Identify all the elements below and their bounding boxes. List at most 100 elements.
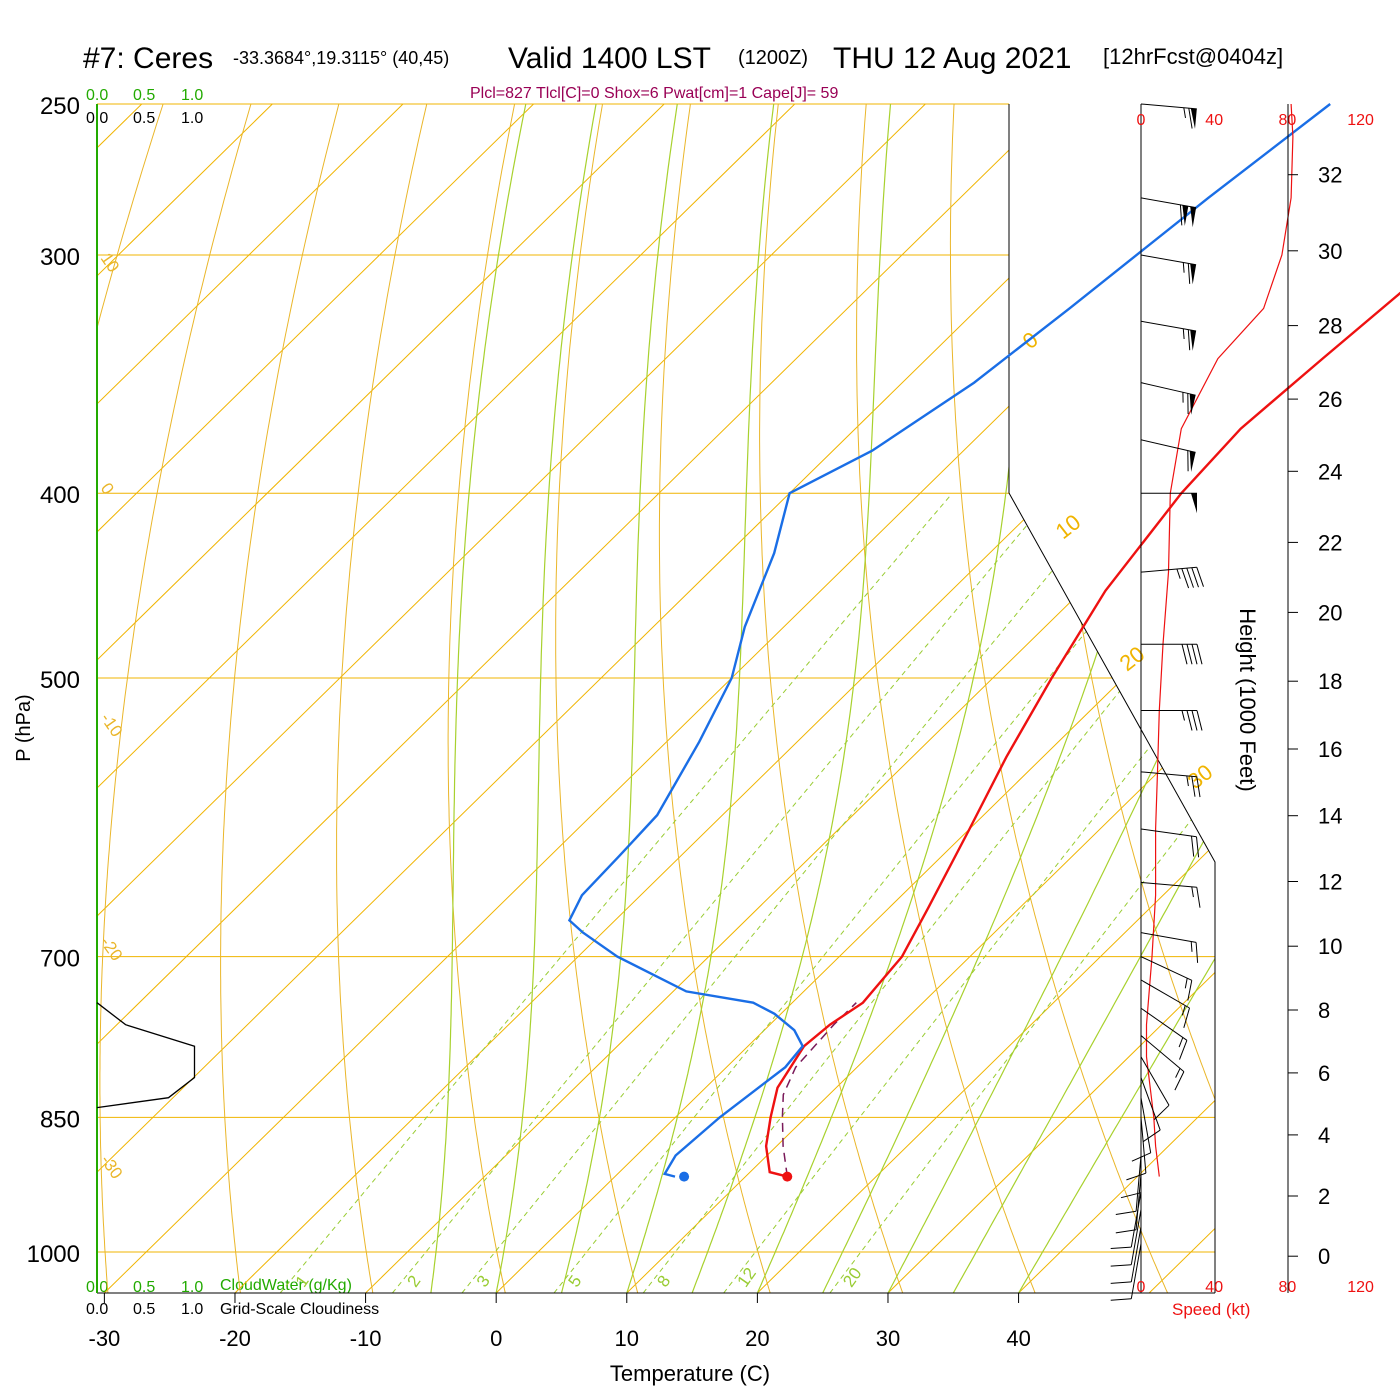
wind-barb-half <box>1190 941 1193 952</box>
wind-barb-flag <box>1191 710 1198 731</box>
pressure-label: 700 <box>40 946 80 973</box>
wind-barb <box>1140 979 1190 1028</box>
wind-barb-half <box>1191 886 1194 898</box>
sounding-profiles <box>567 103 1400 1182</box>
wind-barb-half <box>1186 775 1189 787</box>
wind-barb-flag <box>1126 1172 1147 1181</box>
mixing-ratio-label: 3 <box>473 1272 494 1291</box>
height-tick-label: 4 <box>1318 1123 1330 1148</box>
dry-adiabat-line <box>658 104 771 1293</box>
wind-barb-pennant <box>1190 263 1197 285</box>
x-tick-label: 40 <box>1006 1326 1030 1351</box>
mixing-ratio-label: 20 <box>839 1264 865 1290</box>
wind-barb-flag <box>1191 644 1198 665</box>
wind-barb-flag <box>1153 1104 1170 1120</box>
wind-barb-flag <box>1187 263 1191 284</box>
moist-adiabat-line <box>756 104 1036 1293</box>
wind-barb <box>1115 1173 1142 1234</box>
height-tick-label: 0 <box>1318 1244 1330 1269</box>
isotherm-label: 30 <box>1183 759 1218 794</box>
title-coords: -33.3684°,19.3115° (40,45) <box>233 48 449 68</box>
wind-barb-half <box>1175 1068 1181 1078</box>
x-tick-label: 10 <box>615 1326 639 1351</box>
cloud-scale-top: 0.0 0.5 1.0 0.0 0.5 1.0 <box>86 87 203 127</box>
wind-barb-staff <box>1140 254 1197 266</box>
thermo-background <box>97 104 1215 1293</box>
speed-tick-top: 80 <box>1279 112 1297 129</box>
mixing-ratio-line <box>723 494 1215 1293</box>
isotherm-line <box>626 104 1215 1293</box>
x-tick-label: 0 <box>490 1326 502 1351</box>
surface-dewpoint-dot <box>679 1171 690 1182</box>
pressure-label: 400 <box>40 482 80 509</box>
wind-barb-staff <box>1135 1155 1142 1212</box>
cloud-scale-bottom-green-2: 1.0 <box>181 1279 203 1296</box>
wind-barb-staff <box>1140 566 1197 573</box>
speed-tick-top: 0 <box>1137 112 1146 129</box>
height-axis-title: Height (1000 Feet) <box>1235 608 1260 791</box>
wind-barb-flag <box>1191 776 1196 797</box>
wind-barb <box>1140 566 1204 589</box>
height-tick-label: 18 <box>1318 669 1342 694</box>
mixing-ratio-label: 8 <box>653 1272 674 1291</box>
wind-barb-staff <box>1140 881 1197 888</box>
wind-barb-staff <box>1130 1243 1142 1299</box>
wind-barb <box>1140 1077 1161 1143</box>
moist-adiabat-line <box>887 104 1215 1293</box>
x-tick-label: 20 <box>745 1326 769 1351</box>
title-valid: Valid 1400 LST <box>508 42 711 75</box>
mixing-ratio-line <box>553 494 1199 1293</box>
isotherm-line <box>365 104 1215 1293</box>
height-tick-label: 14 <box>1318 804 1342 829</box>
cloud-scale-top-black-1: 0.5 <box>133 110 155 127</box>
dry-adiabat-line <box>949 104 1169 1293</box>
wind-barb-staff <box>1140 956 1193 981</box>
moist-adiabat-line <box>626 104 776 1293</box>
wind-barb-pennant <box>1190 108 1197 129</box>
isotherm-line <box>97 104 404 1293</box>
dry-adiabat-line <box>1040 104 1215 1293</box>
dry-adiabat-line <box>447 104 516 1293</box>
height-tick-label: 24 <box>1318 459 1342 484</box>
wind-barb-flag <box>1179 1040 1188 1060</box>
wind-barb-pennant <box>1189 451 1196 472</box>
wind-barb-flag <box>1115 1229 1137 1234</box>
height-tick-label: 20 <box>1318 600 1342 625</box>
title-utc: (1200Z) <box>738 47 808 69</box>
cloudiness-profile <box>96 1002 196 1109</box>
isotherm-line <box>97 104 796 1293</box>
height-tick-label: 26 <box>1318 387 1342 412</box>
stability-indices: Plcl=827 Tlcl[C]=0 Shox=6 Pwat[cm]=1 Cap… <box>470 85 838 102</box>
wind-barb-half <box>1182 328 1185 340</box>
mixing-ratio-line <box>279 494 952 1293</box>
speed-tick-top: 40 <box>1205 112 1223 129</box>
isotherm-line <box>234 104 1215 1293</box>
dry-adiabat-line <box>99 104 252 1293</box>
wind-barb-staff <box>1140 439 1196 453</box>
x-tick-label: 30 <box>876 1326 900 1351</box>
speed-tick-bottom: 80 <box>1279 1279 1297 1296</box>
wind-barb-flag <box>1191 836 1195 857</box>
wind-barb-staff <box>1140 1117 1147 1174</box>
speed-tick-bottom: 40 <box>1205 1279 1223 1296</box>
wind-barb-staff <box>1140 382 1196 396</box>
cloud-scale-top-green-0: 0.0 <box>86 87 108 104</box>
wind-barb-flag <box>1174 1071 1185 1091</box>
dry-adiabat-line <box>856 104 1036 1293</box>
cloud-scale-bottom-green-1: 0.5 <box>133 1279 155 1296</box>
wind-barb <box>1140 439 1196 472</box>
isotherm-line <box>97 104 1057 1293</box>
wind-barb-half <box>1181 1005 1186 1016</box>
x-tick-label: -20 <box>219 1326 251 1351</box>
height-tick-label: 30 <box>1318 239 1342 264</box>
cloudiness-label: Grid-Scale Cloudiness <box>220 1301 379 1318</box>
wind-barb <box>1140 1007 1188 1060</box>
moist-adiabat-line <box>560 104 681 1293</box>
wind-barb <box>1140 1035 1185 1091</box>
height-tick-label: 8 <box>1318 998 1330 1023</box>
wind-barb-flag <box>1196 644 1203 665</box>
wind-barb-staff <box>1130 1209 1142 1265</box>
